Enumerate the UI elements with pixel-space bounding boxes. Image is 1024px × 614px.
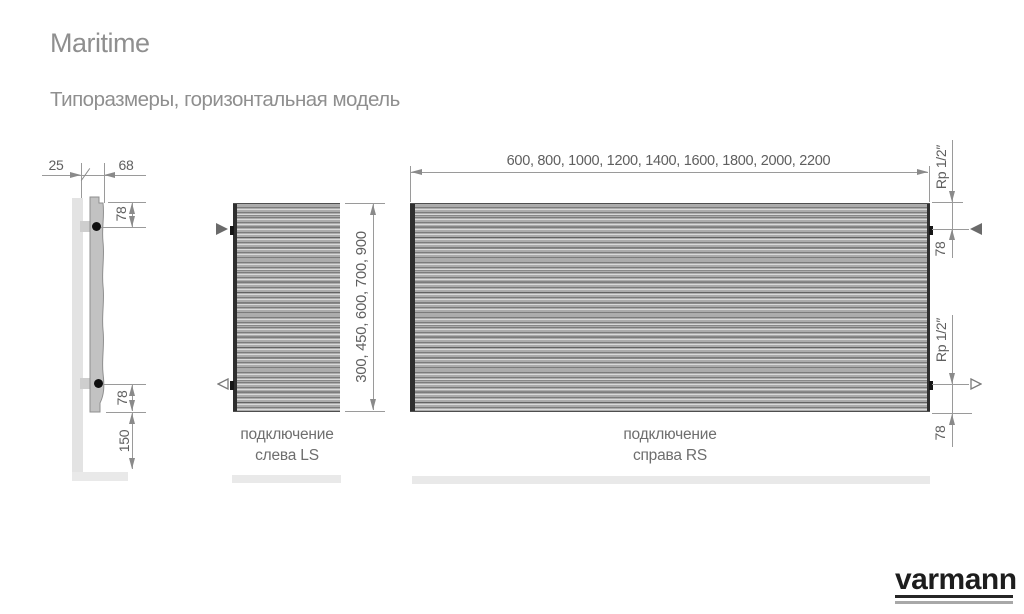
panel-edge <box>410 204 415 411</box>
extension-line <box>932 202 963 203</box>
extension-line <box>345 411 385 412</box>
label-connection-left-line1: подключение <box>240 426 334 443</box>
extension-line <box>345 203 385 204</box>
dim-arrow <box>128 203 135 214</box>
dim-arrow <box>128 216 135 227</box>
label-connection-right: подключение справа RS <box>570 424 770 466</box>
dim-150: 150 <box>116 429 132 453</box>
label-connection-left-line2: слева LS <box>255 447 319 464</box>
dim-arrow <box>948 373 955 384</box>
connection-nub <box>230 226 234 235</box>
extension-line <box>101 227 146 228</box>
page-subtitle: Типоразмеры, горизонтальная модель <box>50 88 400 111</box>
panel-edge <box>233 204 237 411</box>
dimension-line <box>373 204 374 410</box>
dimension-line <box>132 385 133 411</box>
radiator-profile <box>89 196 105 413</box>
dimension-line <box>132 203 133 227</box>
wall <box>72 198 83 479</box>
mounting-point-top <box>92 222 101 231</box>
dim-arrow <box>128 400 135 411</box>
outlet-marker-icon <box>217 378 229 390</box>
dim-78-right-bottom: 78 <box>932 425 948 441</box>
floor <box>232 475 341 483</box>
panel-edge <box>927 204 930 411</box>
dim-78-right-top: 78 <box>932 241 948 257</box>
dim-arrow <box>369 204 376 215</box>
label-connection-right-line1: подключение <box>623 426 717 443</box>
extension-line <box>410 166 411 202</box>
mounting-bracket-top <box>80 221 90 232</box>
thread-label-bottom: Rp 1/2″ <box>933 317 949 363</box>
connection-nub <box>929 381 933 390</box>
dim-arrow <box>128 385 135 396</box>
dim-arrow <box>948 191 955 202</box>
radiator-panel-right-connection <box>410 203 933 412</box>
dim-arrow <box>948 414 955 425</box>
extension-line <box>106 412 146 413</box>
dim-25: 25 <box>48 156 64 173</box>
label-connection-left: подключение слева LS <box>212 424 362 466</box>
dim-arrow <box>411 168 422 175</box>
dim-arrow <box>104 171 115 178</box>
dim-68: 68 <box>118 156 134 173</box>
dimension-line <box>411 172 928 173</box>
radiator-panel-left-connection <box>230 203 340 412</box>
page-title: Maritime <box>50 28 150 58</box>
dim-arrow <box>948 229 955 240</box>
dimension-line <box>42 175 146 176</box>
connection-nub <box>230 381 234 390</box>
dim-arrow <box>128 458 135 469</box>
dim-arrow <box>369 399 376 410</box>
dim-arrow <box>128 413 135 424</box>
extension-line <box>104 163 105 203</box>
extension-line <box>929 166 930 202</box>
inlet-marker-icon <box>216 223 228 235</box>
outlet-marker-icon <box>970 378 982 390</box>
inlet-marker-icon <box>970 223 982 235</box>
extension-line <box>103 384 146 385</box>
floor <box>412 476 930 484</box>
dim-78-side-top: 78 <box>113 206 129 222</box>
mounting-bracket-bottom <box>80 378 90 389</box>
floor <box>72 472 128 481</box>
dim-arrow <box>917 168 928 175</box>
mounting-point-bottom <box>94 379 103 388</box>
extension-line <box>932 413 972 414</box>
dim-heights: 300, 450, 600, 700, 900 <box>352 231 370 383</box>
connection-nub <box>929 226 933 235</box>
dim-arrow <box>70 171 81 178</box>
dimension-line <box>132 413 133 469</box>
dim-lengths: 600, 800, 1000, 1200, 1400, 1600, 1800, … <box>506 153 831 169</box>
leader-line <box>932 384 969 385</box>
dim-78-side-bottom: 78 <box>114 390 130 406</box>
brand-logo: varmann <box>895 563 1017 598</box>
thread-label-top: Rp 1/2″ <box>933 144 949 190</box>
label-connection-right-line2: справа RS <box>632 447 708 464</box>
extension-line <box>108 202 146 203</box>
brand-logo-underline <box>895 601 1013 604</box>
